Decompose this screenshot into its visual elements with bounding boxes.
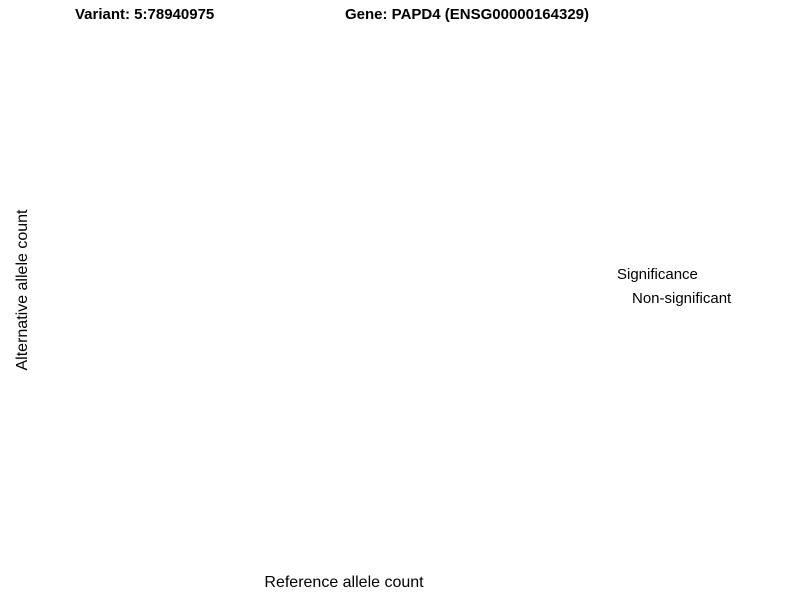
chart-title-variant: Variant: 5:78940975: [75, 6, 215, 23]
legend-title: Significance: [617, 266, 698, 283]
legend-item-label: Non-significant: [632, 290, 732, 307]
legend: Significance Non-significant: [617, 266, 731, 307]
x-axis-title: Reference allele count: [264, 574, 424, 591]
legend-item: Non-significant: [617, 290, 731, 307]
y-axis-title: Alternative allele count: [14, 209, 31, 371]
legend-dot-icon: [617, 295, 625, 303]
chart-title-gene: Gene: PAPD4 (ENSG00000164329): [345, 6, 590, 23]
